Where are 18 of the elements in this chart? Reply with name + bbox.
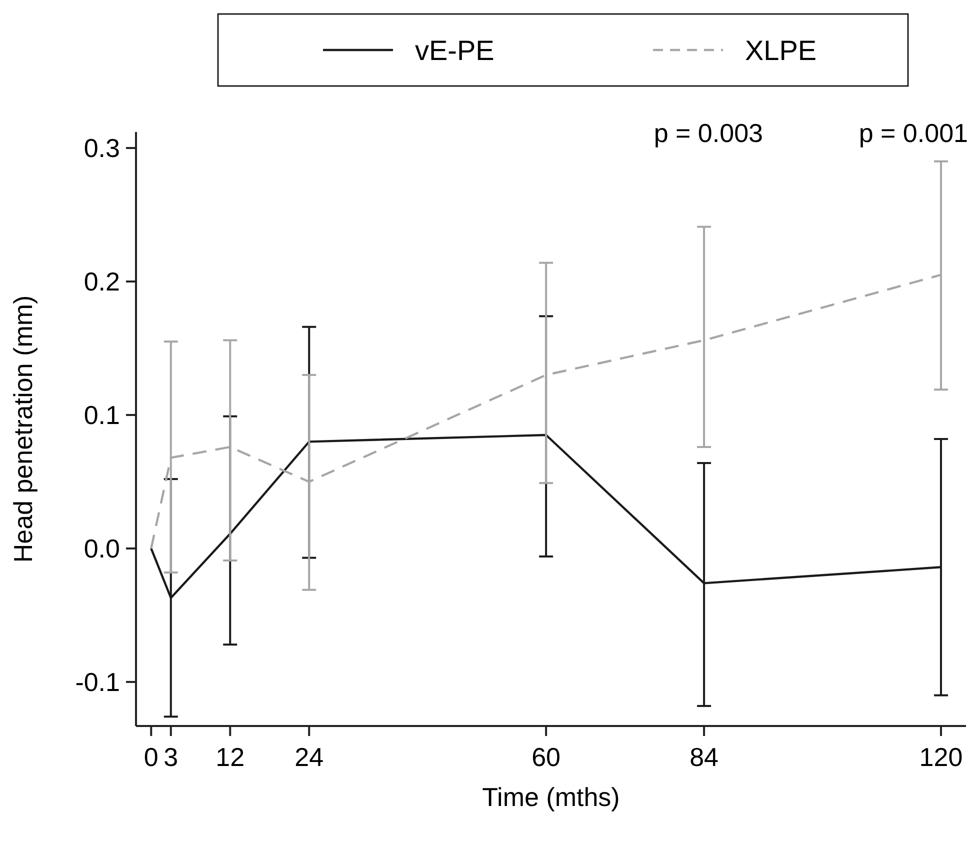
x-tick-label: 120 <box>919 742 963 772</box>
y-axis-title: Head penetration (mm) <box>8 295 38 563</box>
legend-label: vE-PE <box>415 35 494 66</box>
y-tick-label: 0.0 <box>84 534 120 564</box>
annotation: p = 0.003 <box>654 118 763 148</box>
x-axis-title: Time (mths) <box>482 782 620 812</box>
x-tick-label: 84 <box>690 742 718 772</box>
annotation: p = 0.001 <box>858 118 968 148</box>
x-tick-label: 0 <box>144 742 158 772</box>
y-tick-label: -0.1 <box>75 667 120 698</box>
legend-label: XLPE <box>745 35 817 66</box>
x-tick-label: 12 <box>216 742 245 772</box>
y-tick-label: 0.2 <box>84 266 120 297</box>
y-tick-label: 0.1 <box>84 400 120 430</box>
x-tick-label: 3 <box>164 742 178 772</box>
x-tick-label: 24 <box>294 742 324 772</box>
x-tick-label: 60 <box>532 742 561 772</box>
y-tick-label: 0.3 <box>84 133 120 164</box>
